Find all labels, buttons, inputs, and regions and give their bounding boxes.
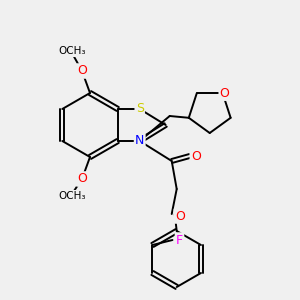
Text: O: O bbox=[77, 172, 87, 185]
Text: O: O bbox=[77, 64, 87, 77]
Text: O: O bbox=[175, 209, 185, 223]
Text: OCH₃: OCH₃ bbox=[58, 46, 86, 56]
Text: OCH₃: OCH₃ bbox=[58, 191, 86, 201]
Text: O: O bbox=[220, 87, 230, 100]
Text: O: O bbox=[191, 149, 201, 163]
Text: S: S bbox=[136, 103, 144, 116]
Text: N: N bbox=[135, 134, 144, 148]
Text: F: F bbox=[176, 233, 183, 247]
